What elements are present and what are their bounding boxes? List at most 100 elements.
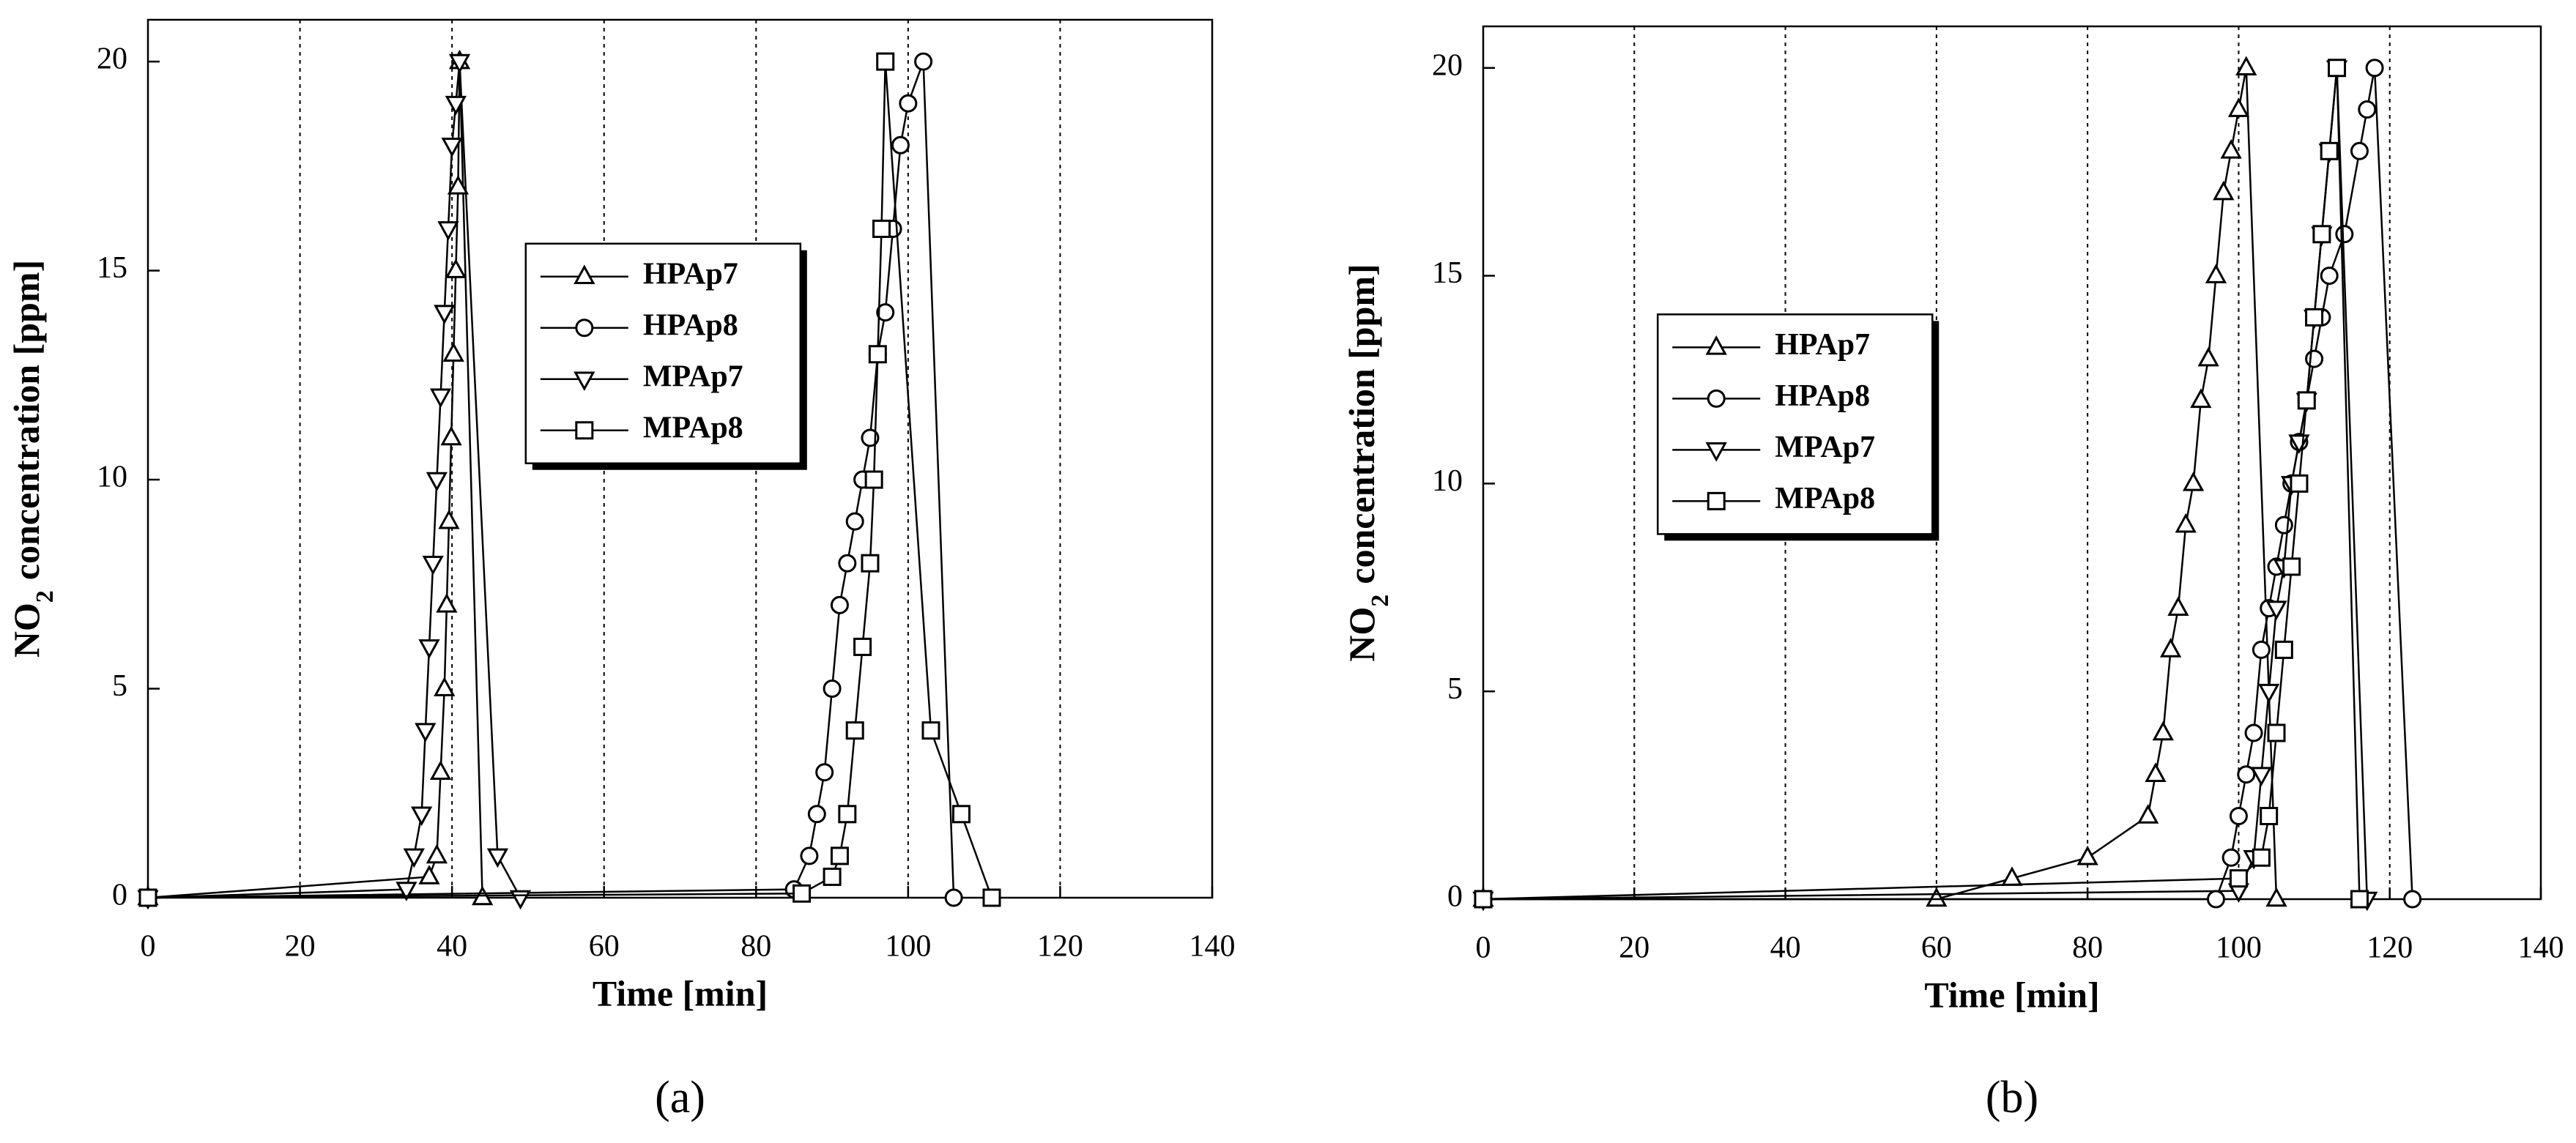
y-tick-label: 10	[1432, 464, 1463, 498]
marker	[830, 595, 849, 614]
marker	[442, 342, 464, 362]
marker	[823, 680, 842, 699]
marker	[838, 554, 857, 573]
marker	[2328, 59, 2347, 78]
y-axis-title: NO2 concentration [ppm]	[1341, 264, 1393, 661]
marker	[426, 472, 448, 492]
marker	[138, 888, 157, 907]
marker	[921, 721, 940, 740]
marker	[891, 135, 910, 154]
marker	[899, 94, 918, 113]
x-tick-label: 140	[2518, 931, 2564, 965]
marker	[509, 890, 532, 910]
marker	[2190, 388, 2212, 409]
legend-box	[1657, 313, 1934, 535]
marker	[845, 721, 864, 740]
marker	[845, 512, 864, 531]
x-tick-label: 0	[1476, 931, 1491, 965]
marker	[2258, 683, 2280, 704]
marker	[864, 470, 883, 489]
legend-label: MPAp8	[643, 411, 743, 444]
y-tick-label: 15	[1432, 256, 1463, 290]
marker	[2252, 640, 2271, 659]
marker	[426, 844, 448, 864]
marker	[2076, 845, 2098, 865]
legend-label: HPAp8	[1775, 379, 1870, 413]
legend-marker	[575, 319, 594, 338]
x-tick-label: 40	[437, 930, 467, 964]
marker	[2206, 890, 2225, 909]
y-axis-title-sub: 2	[1367, 595, 1394, 607]
plot-frame	[146, 18, 1214, 899]
marker	[2305, 349, 2324, 368]
marker	[914, 52, 933, 71]
y-axis-title-main: NO	[6, 603, 47, 658]
marker	[434, 677, 456, 696]
legend-marker	[1705, 442, 1727, 462]
marker	[2350, 890, 2369, 909]
marker	[429, 760, 452, 781]
marker	[438, 509, 460, 529]
legend: HPAp7 HPAp8 MPAp7 MPAp8	[524, 242, 807, 470]
marker	[486, 848, 509, 868]
marker	[2237, 765, 2256, 784]
marker	[2320, 267, 2339, 286]
legend: HPAp7 HPAp8 MPAp7 MPAp8	[1657, 313, 1940, 541]
y-tick-label: 0	[1447, 880, 1463, 914]
marker	[2145, 762, 2167, 783]
series-line	[147, 61, 521, 899]
y-axis-title-sub: 2	[31, 590, 59, 603]
marker	[2159, 638, 2182, 658]
marker	[410, 806, 433, 827]
marker	[440, 425, 462, 446]
marker	[447, 175, 469, 195]
marker	[418, 865, 440, 885]
y-tick-label: 20	[97, 42, 127, 76]
marker	[445, 258, 467, 278]
marker	[793, 884, 812, 903]
marker	[437, 221, 459, 241]
marker	[448, 53, 471, 74]
marker	[2282, 557, 2301, 576]
legend-box	[524, 242, 802, 464]
legend-label: HPAp8	[643, 308, 738, 342]
marker	[861, 554, 880, 573]
x-tick-label: 120	[2367, 931, 2413, 965]
marker	[1926, 887, 1948, 907]
marker	[2175, 513, 2197, 533]
legend-marker	[574, 264, 595, 285]
legend-label: MPAp7	[643, 360, 743, 393]
marker	[403, 848, 425, 868]
y-tick-label: 10	[97, 461, 127, 494]
marker	[952, 805, 971, 824]
chart-panel: 0 20 40 60 80 100 120 140 0 5 10 15 20 Time [min] NO2 c…	[6, 18, 1236, 1122]
marker	[415, 723, 437, 742]
x-tick-label: 40	[1770, 931, 1801, 965]
marker	[436, 593, 458, 613]
plot-frame	[1482, 25, 2542, 901]
marker	[2205, 264, 2227, 283]
y-tick-label: 0	[112, 879, 127, 912]
marker	[868, 345, 887, 364]
x-axis-title: Time [min]	[593, 972, 768, 1013]
x-axis-title: Time [min]	[1924, 974, 2099, 1015]
x-tick-label: 20	[285, 930, 316, 964]
y-tick-label: 15	[97, 251, 127, 285]
marker	[2235, 56, 2257, 76]
marker	[2137, 804, 2159, 824]
marker	[2227, 97, 2250, 117]
marker	[434, 305, 456, 324]
marker	[2260, 806, 2279, 825]
marker	[2213, 180, 2235, 201]
marker	[876, 303, 895, 322]
marker	[2250, 767, 2273, 787]
panel-label: (b)	[1986, 1073, 2038, 1122]
y-tick-label: 5	[1447, 672, 1463, 706]
marker	[2265, 600, 2287, 620]
x-tick-label: 60	[589, 930, 620, 964]
marker	[944, 888, 963, 907]
marker	[2365, 59, 2384, 78]
marker	[396, 882, 417, 901]
marker	[422, 555, 444, 576]
